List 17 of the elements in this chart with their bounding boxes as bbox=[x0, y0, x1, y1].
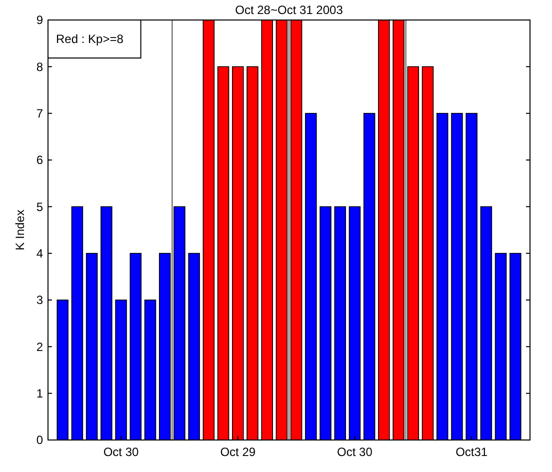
y-tick-label: 3 bbox=[36, 293, 44, 308]
x-tick-label: Oct 29 bbox=[220, 445, 256, 459]
chart-title: Oct 28~Oct 31 2003 bbox=[235, 3, 344, 17]
y-tick-label: 6 bbox=[36, 153, 44, 168]
y-tick-label: 8 bbox=[36, 60, 44, 74]
y-tick-label: 1 bbox=[36, 386, 44, 401]
y-tick-label: 9 bbox=[36, 13, 44, 28]
y-axis-title: K Index bbox=[13, 210, 27, 250]
y-tick-label: 2 bbox=[36, 340, 44, 354]
x-tick-label: Oct31 bbox=[456, 445, 488, 459]
x-tick-label: Oct 30 bbox=[103, 445, 140, 459]
annotation: Red : Kp>=8 bbox=[56, 32, 124, 46]
y-tick-label: 4 bbox=[36, 246, 44, 261]
y-tick-label: 7 bbox=[36, 106, 44, 121]
x-tick-label: Oct 30 bbox=[337, 445, 373, 459]
y-tick-label: 0 bbox=[36, 433, 44, 448]
y-tick-label: 5 bbox=[36, 200, 44, 214]
